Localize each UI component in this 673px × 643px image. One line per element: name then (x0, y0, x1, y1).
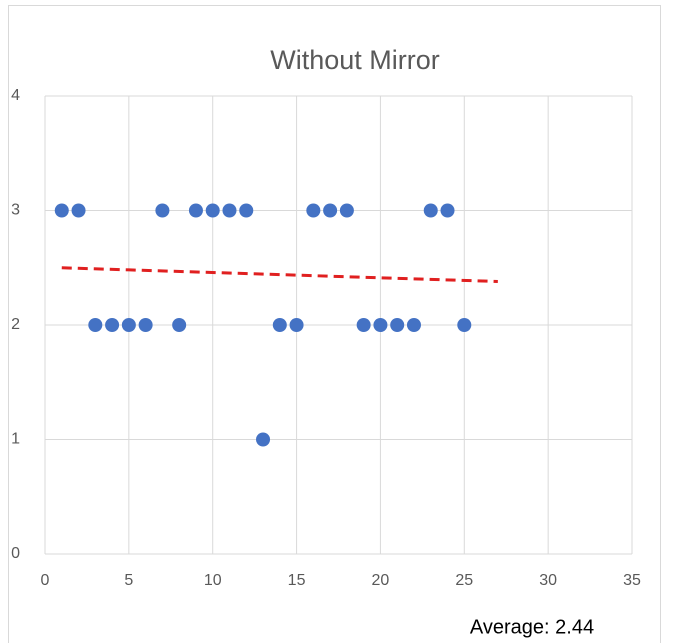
point (256, 432, 271, 447)
y-tick-label: 4 (11, 87, 20, 104)
point (155, 203, 170, 218)
y-tick-label: 0 (11, 545, 20, 562)
y-tick-label: 1 (11, 431, 20, 448)
point (457, 318, 472, 332)
point (188, 203, 203, 218)
point (306, 203, 321, 218)
point (272, 318, 287, 332)
point (390, 318, 405, 332)
point (205, 203, 220, 218)
annotation: Average: 2.44 (470, 616, 594, 638)
point (356, 318, 371, 332)
point (239, 203, 254, 218)
point (289, 318, 304, 332)
x-tick-label: 25 (455, 572, 473, 589)
point (323, 203, 338, 218)
x-tick-label: 10 (204, 572, 222, 589)
point (373, 318, 388, 332)
x-tick-label: 35 (623, 572, 641, 589)
chart-title: Without Mirror (270, 45, 440, 75)
point (54, 203, 69, 218)
point (440, 203, 455, 218)
point (105, 318, 120, 332)
x-tick-label: 30 (539, 572, 557, 589)
point (138, 318, 153, 332)
y-tick-label: 3 (11, 202, 20, 219)
point (423, 203, 438, 218)
point (406, 318, 421, 332)
y-tick-label: 2 (11, 316, 20, 333)
x-tick-label: 5 (124, 572, 133, 589)
point (71, 203, 86, 218)
point (88, 318, 103, 332)
x-tick-label: 15 (288, 572, 306, 589)
trendline (61, 266, 498, 283)
x-tick-label: 0 (41, 572, 50, 589)
chart-frame (8, 5, 661, 643)
x-tick-label: 20 (372, 572, 390, 589)
point (222, 203, 237, 218)
point (339, 203, 354, 218)
point (172, 318, 187, 332)
point (121, 318, 136, 332)
